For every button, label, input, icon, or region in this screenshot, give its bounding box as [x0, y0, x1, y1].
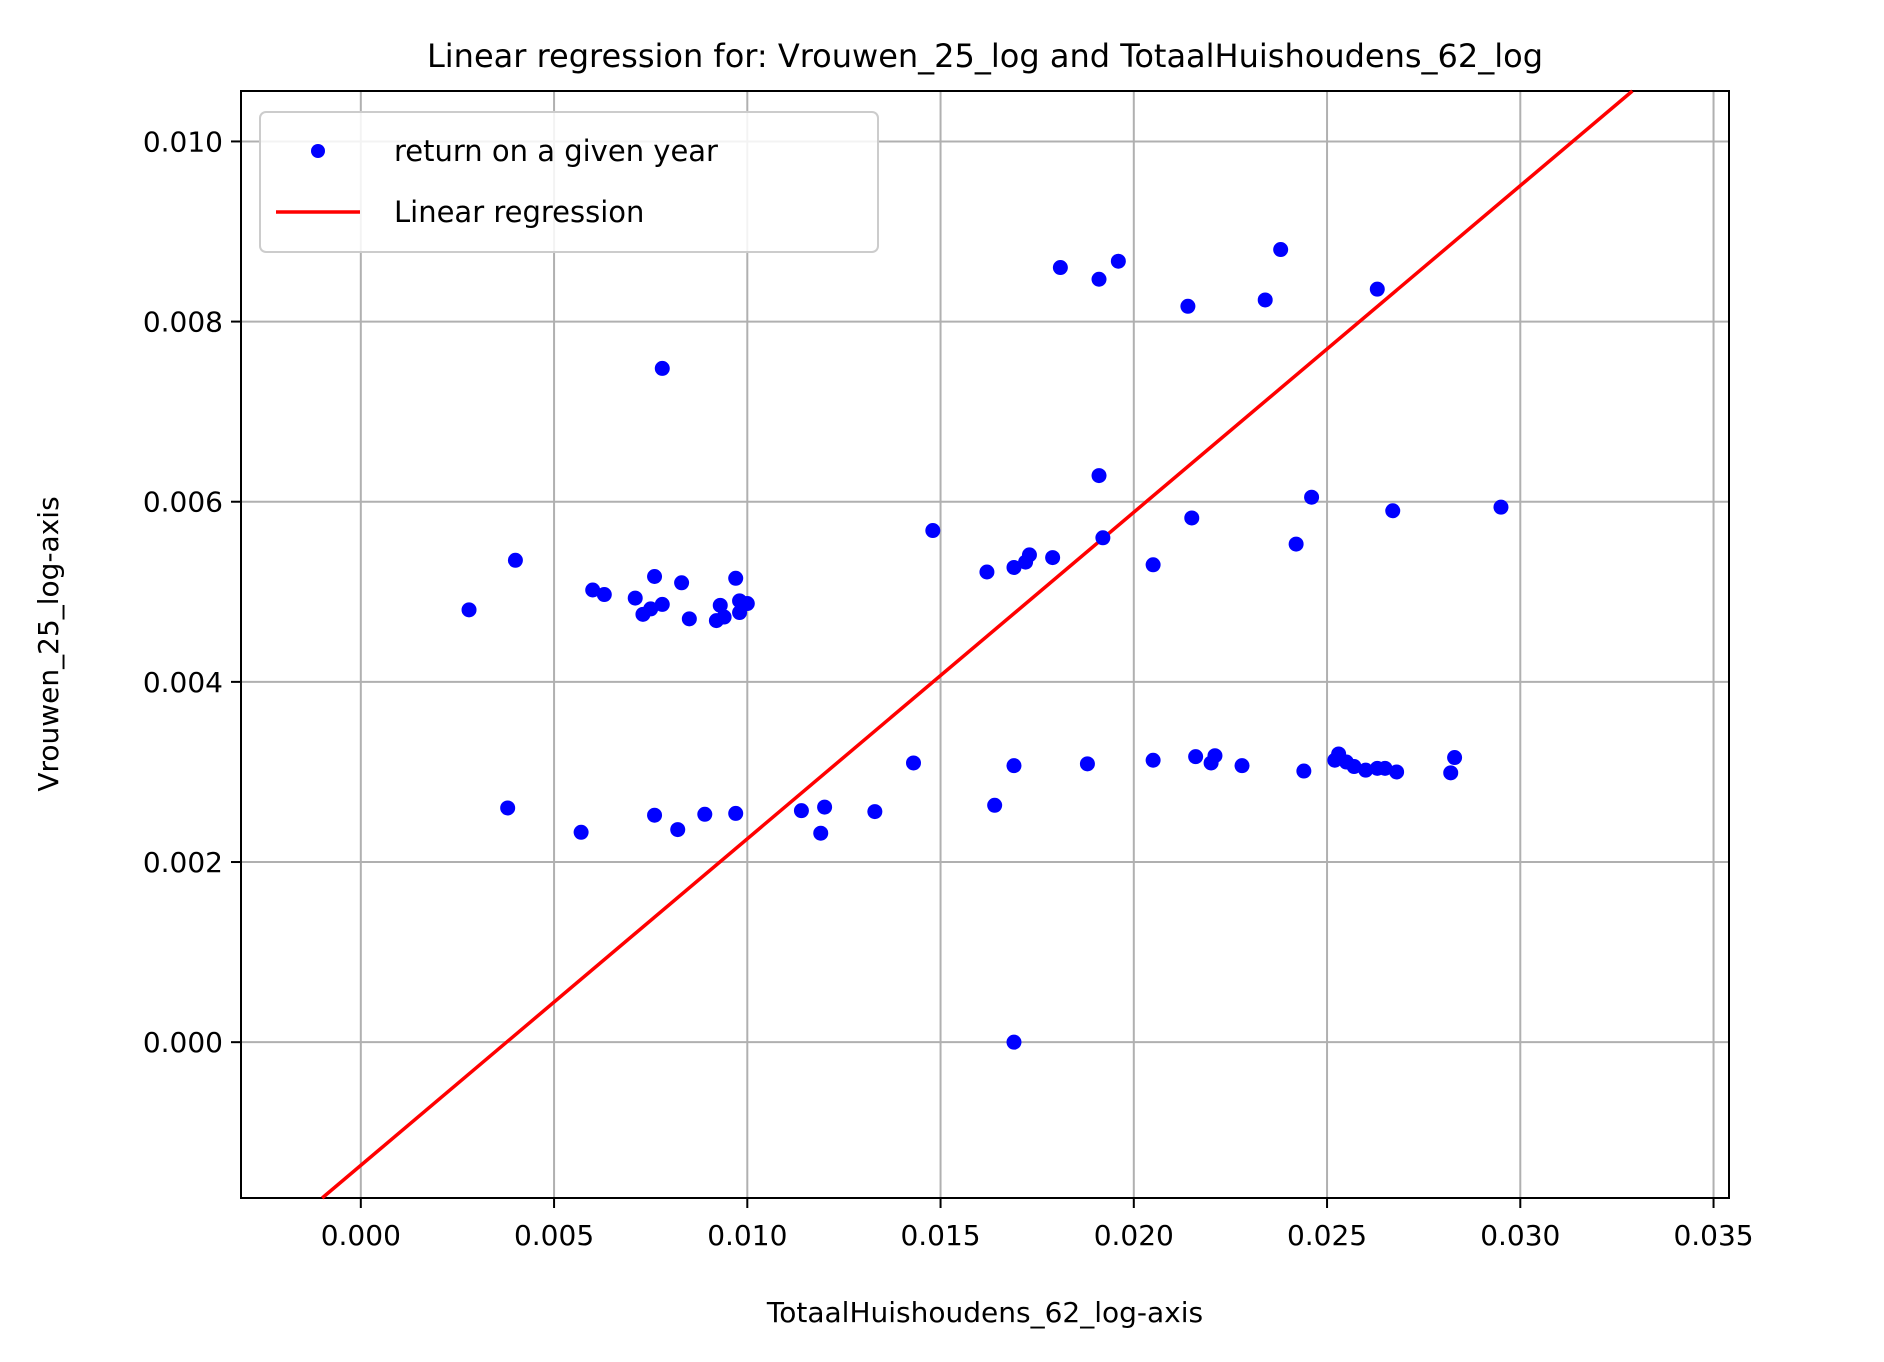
x-tick-label: 0.030 — [1480, 1219, 1560, 1252]
scatter-point — [1110, 253, 1126, 269]
scatter-point — [1443, 765, 1459, 781]
scatter-point — [716, 609, 732, 625]
scatter-point — [793, 803, 809, 819]
x-tick-label: 0.020 — [1094, 1219, 1174, 1252]
y-tick-label: 0.004 — [143, 666, 223, 699]
legend-label-scatter: return on a given year — [394, 134, 718, 168]
scatter-point — [1021, 547, 1037, 563]
x-axis: 0.000 0.005 0.010 0.015 0.020 0.025 0.030 0.035 — [321, 1198, 1754, 1252]
scatter-point — [461, 602, 477, 618]
scatter-point — [674, 575, 690, 591]
y-tick-label: 0.008 — [143, 306, 223, 339]
scatter-point — [728, 570, 744, 586]
y-tick-label: 0.010 — [143, 125, 223, 158]
legend-label-regression: Linear regression — [394, 195, 644, 229]
scatter-point — [1377, 760, 1393, 776]
scatter-point — [925, 523, 941, 539]
scatter-point — [654, 596, 670, 612]
scatter-point — [500, 800, 516, 816]
scatter-point — [1207, 748, 1223, 764]
scatter-point — [1145, 752, 1161, 768]
scatter-point — [1006, 1034, 1022, 1050]
scatter-point — [1369, 281, 1385, 297]
scatter-point — [647, 807, 663, 823]
scatter-point — [739, 596, 755, 612]
scatter-point — [813, 825, 829, 841]
scatter-point — [1188, 749, 1204, 765]
x-tick-label: 0.010 — [707, 1219, 787, 1252]
scatter-point — [654, 360, 670, 376]
scatter-point — [1052, 260, 1068, 276]
legend-marker-scatter — [311, 144, 325, 158]
scatter-point — [1184, 510, 1200, 526]
regression-line — [321, 89, 1634, 1200]
scatter-point — [647, 568, 663, 584]
scatter-point — [627, 590, 643, 606]
scatter-point — [697, 806, 713, 822]
scatter-point — [507, 552, 523, 568]
plot-area-frame — [240, 90, 1730, 1199]
y-tick-label: 0.006 — [143, 486, 223, 519]
scatter-point — [1180, 298, 1196, 314]
scatter-point — [1385, 503, 1401, 519]
scatter-point — [712, 597, 728, 613]
y-tick-label: 0.002 — [143, 846, 223, 879]
y-axis-label: Vrouwen_25_log-axis — [32, 496, 65, 791]
scatter-point — [1234, 758, 1250, 774]
scatter-point — [596, 587, 612, 603]
x-axis-label: TotaalHuishoudens_62_log-axis — [766, 1296, 1203, 1329]
scatter-point — [1079, 756, 1095, 772]
scatter-point — [1447, 750, 1463, 766]
legend: return on a given year Linear regression — [259, 111, 879, 253]
scatter-point — [867, 804, 883, 820]
scatter-point — [681, 611, 697, 627]
scatter-point — [1288, 536, 1304, 552]
scatter-point — [1091, 468, 1107, 484]
scatter-point — [905, 755, 921, 771]
scatter-point — [1273, 242, 1289, 258]
scatter-point — [1493, 499, 1509, 515]
scatter-point — [1145, 557, 1161, 573]
scatter-point — [817, 799, 833, 815]
scatter-point — [1346, 759, 1362, 775]
x-tick-label: 0.015 — [900, 1219, 980, 1252]
x-tick-label: 0.000 — [321, 1219, 401, 1252]
scatter-point — [987, 797, 1003, 813]
scatter-point — [585, 582, 601, 598]
scatter-point — [1095, 530, 1111, 546]
legend-box — [259, 111, 879, 253]
scatter-point — [1296, 763, 1312, 779]
scatter-point — [1006, 559, 1022, 575]
scatter-point — [1358, 762, 1374, 778]
y-axis: 0.000 0.002 0.004 0.006 0.008 0.010 — [143, 125, 241, 1059]
scatter-point — [1257, 292, 1273, 308]
scatter-point — [1304, 489, 1320, 505]
x-tick-label: 0.005 — [514, 1219, 594, 1252]
scatter-point — [1091, 271, 1107, 287]
scatter-points-layer — [461, 242, 1509, 1050]
regression-layer — [321, 89, 1634, 1200]
scatter-point — [643, 601, 659, 617]
scatter-point — [1389, 764, 1405, 780]
grid-lines — [241, 91, 1729, 1198]
scatter-point — [979, 564, 995, 580]
scatter-point — [573, 824, 589, 840]
x-tick-label: 0.035 — [1673, 1219, 1753, 1252]
scatter-point — [728, 805, 744, 821]
scatter-point — [1045, 550, 1061, 566]
y-tick-label: 0.000 — [143, 1026, 223, 1059]
scatter-point — [1006, 758, 1022, 774]
chart-title: Linear regression for: Vrouwen_25_log an… — [427, 37, 1543, 75]
scatter-point — [670, 822, 686, 838]
x-tick-label: 0.025 — [1287, 1219, 1367, 1252]
